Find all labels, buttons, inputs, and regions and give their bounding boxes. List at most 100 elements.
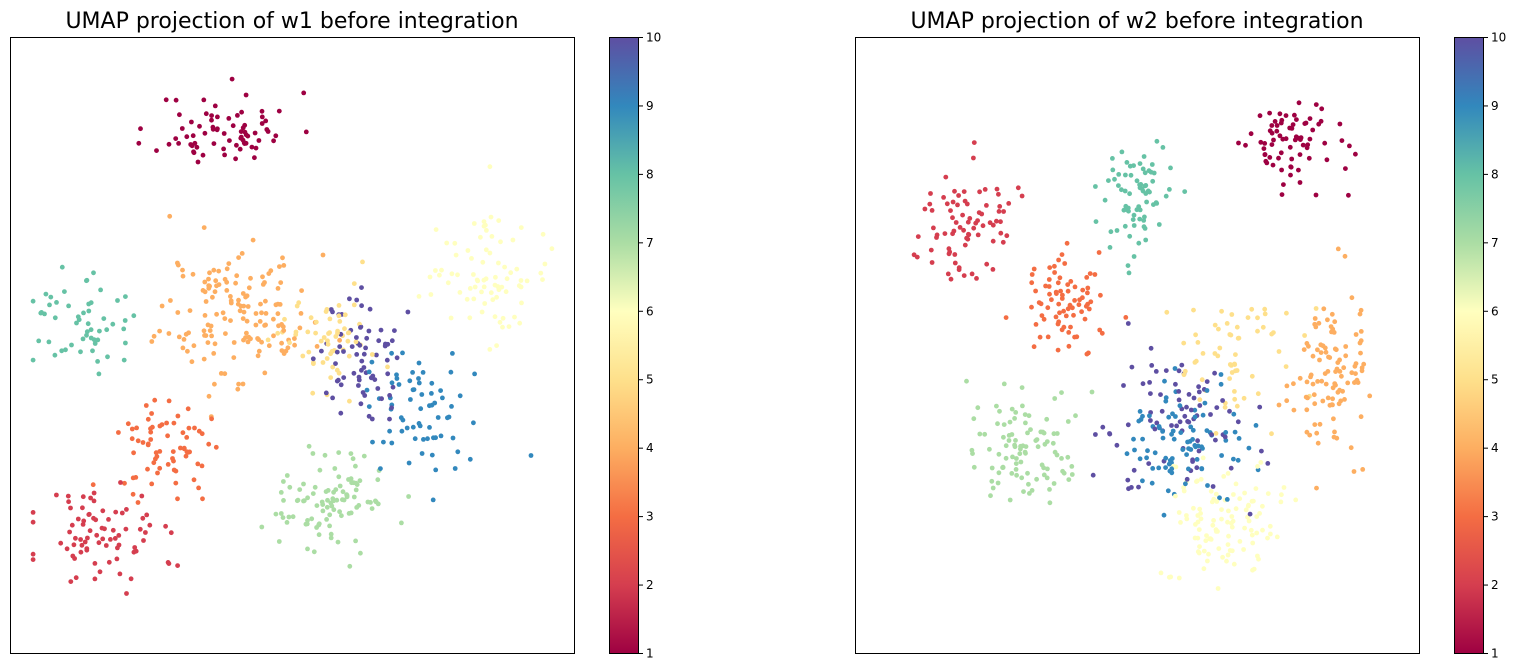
- scatter-point-cluster-4: [271, 333, 276, 339]
- scatter-point-cluster-10: [361, 351, 367, 357]
- scatter-point-cluster-6: [472, 284, 478, 290]
- scatter-point-cluster-7: [280, 515, 286, 520]
- scatter-point-cluster-5: [347, 398, 352, 404]
- scatter-point-cluster-8: [1168, 165, 1173, 171]
- scatter-point-cluster-7: [369, 506, 375, 511]
- scatter-point-cluster-7: [996, 470, 1002, 476]
- scatter-point-cluster-6: [494, 294, 499, 300]
- scatter-point-cluster-8: [1141, 224, 1147, 230]
- scatter-point-cluster-8: [1149, 162, 1155, 167]
- scatter-point-cluster-7: [990, 485, 996, 491]
- scatter-point-cluster-4: [223, 331, 228, 336]
- scatter-point-cluster-2: [71, 542, 77, 548]
- scatter-point-cluster-2: [88, 495, 93, 501]
- scatter-point-cluster-2: [961, 273, 967, 278]
- scatter-point-cluster-9: [1169, 431, 1174, 437]
- scatter-point-cluster-4: [1323, 349, 1329, 355]
- scatter-point-cluster-5: [323, 309, 329, 314]
- scatter-point-cluster-7: [1012, 442, 1017, 448]
- scatter-point-cluster-6: [428, 292, 434, 297]
- scatter-point-cluster-5: [1193, 332, 1198, 338]
- scatter-point-cluster-5: [360, 259, 365, 265]
- scatter-point-cluster-8: [1131, 163, 1136, 169]
- scatter-point-cluster-2: [952, 260, 958, 266]
- scatter-point-cluster-8: [81, 310, 86, 316]
- scatter-point-cluster-7: [317, 467, 323, 473]
- scatter-point-cluster-7: [335, 539, 341, 545]
- scatter-point-cluster-4: [244, 318, 250, 324]
- scatter-point-cluster-2: [975, 218, 980, 224]
- scatter-point-cluster-7: [1028, 427, 1033, 432]
- scatter-point-cluster-3: [1029, 304, 1034, 310]
- scatter-point-cluster-3: [200, 496, 205, 502]
- scatter-point-cluster-4: [224, 288, 230, 293]
- scatter-point-cluster-5: [287, 340, 292, 346]
- scatter-point-cluster-8: [1122, 188, 1128, 194]
- scatter-point-cluster-4: [203, 299, 209, 304]
- scatter-point-cluster-1: [1296, 100, 1302, 106]
- scatter-point-cluster-4: [201, 356, 207, 362]
- scatter-point-cluster-5: [326, 331, 331, 336]
- scatter-point-cluster-10: [1228, 465, 1234, 471]
- scatter-point-cluster-2: [950, 231, 955, 237]
- scatter-point-cluster-7: [977, 431, 983, 437]
- scatter-point-cluster-4: [275, 286, 281, 291]
- scatter-point-cluster-6: [1274, 534, 1280, 540]
- scatter-point-cluster-5: [1197, 397, 1203, 403]
- colorbar-w1: [609, 37, 639, 654]
- colorbar-tick-label: 10: [1491, 31, 1506, 45]
- scatter-point-cluster-7: [323, 489, 329, 494]
- scatter-point-cluster-4: [1348, 445, 1354, 451]
- scatter-point-cluster-1: [176, 141, 182, 146]
- scatter-point-cluster-5: [321, 335, 327, 340]
- scatter-point-cluster-4: [246, 285, 252, 291]
- scatter-point-cluster-8: [43, 291, 49, 297]
- scatter-point-cluster-4: [280, 324, 286, 330]
- scatter-point-cluster-7: [328, 531, 334, 537]
- scatter-point-cluster-8: [36, 338, 42, 344]
- scatter-point-cluster-4: [266, 343, 272, 349]
- scatter-point-cluster-3: [148, 426, 153, 432]
- scatter-point-cluster-7: [1013, 467, 1019, 472]
- scatter-point-cluster-3: [1045, 305, 1051, 311]
- scatter-point-cluster-9: [1124, 451, 1130, 457]
- scatter-point-cluster-6: [487, 347, 493, 352]
- scatter-point-cluster-2: [962, 242, 968, 248]
- scatter-point-cluster-1: [276, 108, 282, 114]
- scatter-point-cluster-9: [364, 387, 370, 393]
- scatter-point-cluster-3: [1063, 313, 1069, 319]
- scatter-point-cluster-9: [1192, 414, 1198, 420]
- scatter-point-cluster-2: [113, 509, 119, 515]
- scatter-point-cluster-7: [1020, 403, 1025, 409]
- scatter-point-cluster-5: [1227, 376, 1232, 381]
- colorbar-tick-label: 10: [646, 31, 661, 45]
- scatter-point-cluster-4: [207, 328, 213, 333]
- scatter-point-cluster-1: [253, 145, 259, 151]
- scatter-point-cluster-8: [69, 342, 74, 348]
- scatter-point-cluster-6: [1181, 488, 1187, 494]
- scatter-point-cluster-4: [159, 303, 165, 309]
- scatter-point-cluster-3: [130, 475, 136, 481]
- scatter-point-cluster-10: [1107, 431, 1113, 437]
- scatter-point-cluster-6: [1166, 574, 1172, 580]
- scatter-point-cluster-2: [87, 528, 93, 534]
- scatter-point-cluster-6: [542, 261, 548, 267]
- scatter-point-cluster-2: [84, 546, 90, 551]
- scatter-point-cluster-5: [1229, 370, 1235, 375]
- scatter-point-cluster-7: [406, 494, 411, 499]
- scatter-point-cluster-2: [948, 276, 954, 282]
- scatter-point-cluster-6: [481, 223, 487, 229]
- scatter-point-cluster-4: [1353, 361, 1359, 366]
- scatter-point-cluster-1: [1262, 141, 1268, 146]
- scatter-point-cluster-1: [1310, 127, 1316, 133]
- scatter-point-cluster-2: [118, 480, 123, 485]
- scatter-point-cluster-7: [1041, 465, 1046, 471]
- scatter-point-cluster-6: [1193, 522, 1198, 527]
- scatter-point-cluster-2: [975, 232, 981, 238]
- scatter-point-cluster-6: [500, 324, 505, 330]
- scatter-point-cluster-2: [944, 201, 950, 207]
- scatter-point-cluster-4: [320, 252, 326, 258]
- scatter-point-cluster-3: [164, 420, 170, 426]
- scatter-point-cluster-5: [1234, 324, 1240, 330]
- scatter-point-cluster-9: [1132, 447, 1137, 453]
